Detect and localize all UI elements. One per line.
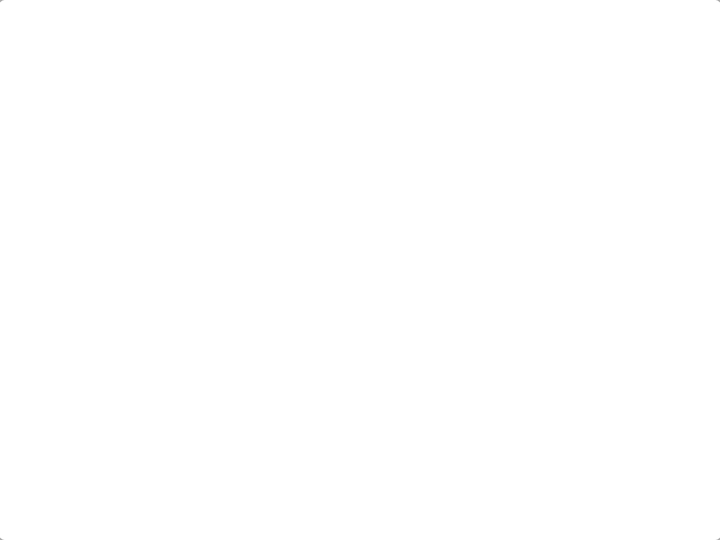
Text: ...: ... <box>289 340 302 354</box>
Bar <box>61 394 274 435</box>
Text: Player 1: Player 1 <box>48 342 89 352</box>
Text: Player 2: Player 2 <box>130 342 172 352</box>
Circle shape <box>11 487 58 523</box>
Text: Player 1: Player 1 <box>458 342 500 352</box>
Text: Tic.Tac.Toe.Server: Tic.Tac.Toe.Server <box>86 406 249 423</box>
Bar <box>263 243 346 289</box>
Bar <box>230 122 504 216</box>
Bar <box>443 324 515 370</box>
Bar <box>115 324 187 370</box>
Bar <box>385 443 536 483</box>
Text: Liang, Introduction to Java Programming, Seventh Edition, (c) 2009 Pearson Educa: Liang, Introduction to Java Programming,… <box>162 509 558 528</box>
Text: Session 1: Session 1 <box>279 261 329 271</box>
Text: Tic.Tac.Toe.Client: Tic.Tac.Toe.Client <box>89 454 246 472</box>
Text: Case Studies: Distributed Tic.Tac.Toe: Case Studies: Distributed Tic.Tac.Toe <box>65 30 549 56</box>
Text: ...: ... <box>357 259 370 273</box>
Text: Server: Server <box>342 161 392 176</box>
Text: Player 2: Player 2 <box>541 342 582 352</box>
Bar <box>32 324 104 370</box>
Bar <box>385 394 536 435</box>
Bar <box>407 243 490 289</box>
Text: Run Client: Run Client <box>415 454 507 472</box>
Bar <box>526 324 598 370</box>
Bar <box>61 443 274 483</box>
Text: 21: 21 <box>24 497 45 512</box>
Text: Run Server: Run Server <box>411 406 510 423</box>
Text: Session N: Session N <box>423 261 474 271</box>
Text: Games: Games <box>65 68 157 93</box>
